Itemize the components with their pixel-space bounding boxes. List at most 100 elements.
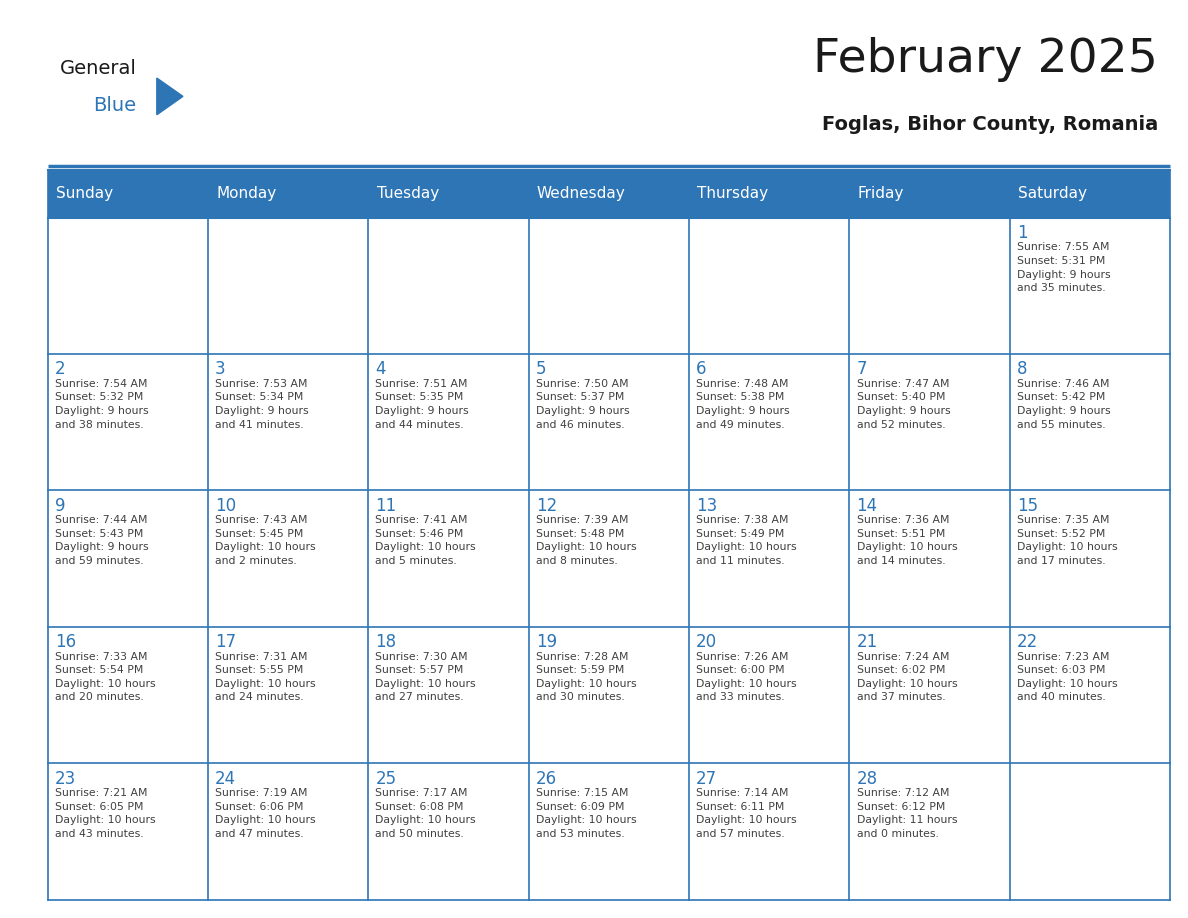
FancyBboxPatch shape	[368, 218, 529, 354]
FancyBboxPatch shape	[849, 170, 1010, 218]
Text: 8: 8	[1017, 361, 1028, 378]
Text: 13: 13	[696, 497, 718, 515]
Text: Wednesday: Wednesday	[537, 186, 626, 201]
Text: Sunrise: 7:30 AM
Sunset: 5:57 PM
Daylight: 10 hours
and 27 minutes.: Sunrise: 7:30 AM Sunset: 5:57 PM Dayligh…	[375, 652, 476, 702]
Text: Sunrise: 7:21 AM
Sunset: 6:05 PM
Daylight: 10 hours
and 43 minutes.: Sunrise: 7:21 AM Sunset: 6:05 PM Dayligh…	[55, 788, 156, 839]
FancyBboxPatch shape	[689, 218, 849, 354]
Text: Monday: Monday	[216, 186, 277, 201]
FancyBboxPatch shape	[208, 627, 368, 763]
Text: 6: 6	[696, 361, 707, 378]
Text: Sunrise: 7:24 AM
Sunset: 6:02 PM
Daylight: 10 hours
and 37 minutes.: Sunrise: 7:24 AM Sunset: 6:02 PM Dayligh…	[857, 652, 958, 702]
Text: Tuesday: Tuesday	[377, 186, 438, 201]
FancyBboxPatch shape	[48, 170, 208, 218]
FancyBboxPatch shape	[529, 354, 689, 490]
Text: Saturday: Saturday	[1018, 186, 1087, 201]
Text: Sunrise: 7:33 AM
Sunset: 5:54 PM
Daylight: 10 hours
and 20 minutes.: Sunrise: 7:33 AM Sunset: 5:54 PM Dayligh…	[55, 652, 156, 702]
Text: 17: 17	[215, 633, 236, 651]
FancyBboxPatch shape	[689, 354, 849, 490]
FancyBboxPatch shape	[529, 490, 689, 627]
FancyBboxPatch shape	[529, 627, 689, 763]
Text: 7: 7	[857, 361, 867, 378]
Text: Friday: Friday	[858, 186, 904, 201]
FancyBboxPatch shape	[1010, 763, 1170, 900]
Text: Sunrise: 7:43 AM
Sunset: 5:45 PM
Daylight: 10 hours
and 2 minutes.: Sunrise: 7:43 AM Sunset: 5:45 PM Dayligh…	[215, 515, 316, 566]
Text: 28: 28	[857, 769, 878, 788]
Text: 16: 16	[55, 633, 76, 651]
Text: 24: 24	[215, 769, 236, 788]
Text: 19: 19	[536, 633, 557, 651]
FancyBboxPatch shape	[689, 170, 849, 218]
FancyBboxPatch shape	[849, 763, 1010, 900]
Text: Sunrise: 7:36 AM
Sunset: 5:51 PM
Daylight: 10 hours
and 14 minutes.: Sunrise: 7:36 AM Sunset: 5:51 PM Dayligh…	[857, 515, 958, 566]
FancyBboxPatch shape	[849, 354, 1010, 490]
Text: Sunrise: 7:55 AM
Sunset: 5:31 PM
Daylight: 9 hours
and 35 minutes.: Sunrise: 7:55 AM Sunset: 5:31 PM Dayligh…	[1017, 242, 1111, 293]
Text: 10: 10	[215, 497, 236, 515]
FancyBboxPatch shape	[208, 218, 368, 354]
Text: Sunrise: 7:28 AM
Sunset: 5:59 PM
Daylight: 10 hours
and 30 minutes.: Sunrise: 7:28 AM Sunset: 5:59 PM Dayligh…	[536, 652, 637, 702]
Text: 23: 23	[55, 769, 76, 788]
FancyBboxPatch shape	[48, 490, 208, 627]
Text: Sunrise: 7:15 AM
Sunset: 6:09 PM
Daylight: 10 hours
and 53 minutes.: Sunrise: 7:15 AM Sunset: 6:09 PM Dayligh…	[536, 788, 637, 839]
FancyBboxPatch shape	[849, 218, 1010, 354]
FancyBboxPatch shape	[208, 354, 368, 490]
FancyBboxPatch shape	[1010, 218, 1170, 354]
FancyBboxPatch shape	[1010, 354, 1170, 490]
Text: Sunrise: 7:47 AM
Sunset: 5:40 PM
Daylight: 9 hours
and 52 minutes.: Sunrise: 7:47 AM Sunset: 5:40 PM Dayligh…	[857, 379, 950, 430]
Text: Sunrise: 7:48 AM
Sunset: 5:38 PM
Daylight: 9 hours
and 49 minutes.: Sunrise: 7:48 AM Sunset: 5:38 PM Dayligh…	[696, 379, 790, 430]
Text: Sunrise: 7:14 AM
Sunset: 6:11 PM
Daylight: 10 hours
and 57 minutes.: Sunrise: 7:14 AM Sunset: 6:11 PM Dayligh…	[696, 788, 797, 839]
Text: 25: 25	[375, 769, 397, 788]
FancyBboxPatch shape	[1010, 490, 1170, 627]
Text: Blue: Blue	[93, 95, 135, 115]
Text: Sunrise: 7:39 AM
Sunset: 5:48 PM
Daylight: 10 hours
and 8 minutes.: Sunrise: 7:39 AM Sunset: 5:48 PM Dayligh…	[536, 515, 637, 566]
Text: 20: 20	[696, 633, 718, 651]
Text: Thursday: Thursday	[697, 186, 769, 201]
FancyBboxPatch shape	[48, 763, 208, 900]
Text: Sunrise: 7:12 AM
Sunset: 6:12 PM
Daylight: 11 hours
and 0 minutes.: Sunrise: 7:12 AM Sunset: 6:12 PM Dayligh…	[857, 788, 958, 839]
Text: Sunrise: 7:19 AM
Sunset: 6:06 PM
Daylight: 10 hours
and 47 minutes.: Sunrise: 7:19 AM Sunset: 6:06 PM Dayligh…	[215, 788, 316, 839]
Text: 3: 3	[215, 361, 226, 378]
Text: 18: 18	[375, 633, 397, 651]
FancyBboxPatch shape	[529, 170, 689, 218]
FancyBboxPatch shape	[368, 490, 529, 627]
Text: Sunrise: 7:17 AM
Sunset: 6:08 PM
Daylight: 10 hours
and 50 minutes.: Sunrise: 7:17 AM Sunset: 6:08 PM Dayligh…	[375, 788, 476, 839]
FancyBboxPatch shape	[368, 170, 529, 218]
FancyBboxPatch shape	[529, 763, 689, 900]
Text: Sunrise: 7:44 AM
Sunset: 5:43 PM
Daylight: 9 hours
and 59 minutes.: Sunrise: 7:44 AM Sunset: 5:43 PM Dayligh…	[55, 515, 148, 566]
Text: 9: 9	[55, 497, 65, 515]
Text: 1: 1	[1017, 224, 1028, 242]
Text: Sunrise: 7:31 AM
Sunset: 5:55 PM
Daylight: 10 hours
and 24 minutes.: Sunrise: 7:31 AM Sunset: 5:55 PM Dayligh…	[215, 652, 316, 702]
FancyBboxPatch shape	[689, 490, 849, 627]
Text: 5: 5	[536, 361, 546, 378]
FancyBboxPatch shape	[689, 763, 849, 900]
Text: 2: 2	[55, 361, 65, 378]
Polygon shape	[157, 78, 183, 115]
FancyBboxPatch shape	[1010, 627, 1170, 763]
Text: 15: 15	[1017, 497, 1038, 515]
Text: Sunrise: 7:54 AM
Sunset: 5:32 PM
Daylight: 9 hours
and 38 minutes.: Sunrise: 7:54 AM Sunset: 5:32 PM Dayligh…	[55, 379, 148, 430]
FancyBboxPatch shape	[48, 354, 208, 490]
FancyBboxPatch shape	[849, 627, 1010, 763]
FancyBboxPatch shape	[208, 490, 368, 627]
FancyBboxPatch shape	[48, 218, 208, 354]
FancyBboxPatch shape	[529, 218, 689, 354]
Text: 22: 22	[1017, 633, 1038, 651]
Text: Foglas, Bihor County, Romania: Foglas, Bihor County, Romania	[822, 115, 1158, 134]
FancyBboxPatch shape	[208, 170, 368, 218]
Text: 26: 26	[536, 769, 557, 788]
Text: Sunrise: 7:50 AM
Sunset: 5:37 PM
Daylight: 9 hours
and 46 minutes.: Sunrise: 7:50 AM Sunset: 5:37 PM Dayligh…	[536, 379, 630, 430]
Text: Sunrise: 7:41 AM
Sunset: 5:46 PM
Daylight: 10 hours
and 5 minutes.: Sunrise: 7:41 AM Sunset: 5:46 PM Dayligh…	[375, 515, 476, 566]
Text: Sunrise: 7:38 AM
Sunset: 5:49 PM
Daylight: 10 hours
and 11 minutes.: Sunrise: 7:38 AM Sunset: 5:49 PM Dayligh…	[696, 515, 797, 566]
FancyBboxPatch shape	[849, 490, 1010, 627]
FancyBboxPatch shape	[368, 354, 529, 490]
Text: Sunrise: 7:51 AM
Sunset: 5:35 PM
Daylight: 9 hours
and 44 minutes.: Sunrise: 7:51 AM Sunset: 5:35 PM Dayligh…	[375, 379, 469, 430]
FancyBboxPatch shape	[368, 627, 529, 763]
FancyBboxPatch shape	[1010, 170, 1170, 218]
Text: Sunrise: 7:46 AM
Sunset: 5:42 PM
Daylight: 9 hours
and 55 minutes.: Sunrise: 7:46 AM Sunset: 5:42 PM Dayligh…	[1017, 379, 1111, 430]
Text: General: General	[59, 59, 137, 78]
Text: 21: 21	[857, 633, 878, 651]
Text: 27: 27	[696, 769, 718, 788]
Text: February 2025: February 2025	[814, 37, 1158, 82]
Text: Sunrise: 7:35 AM
Sunset: 5:52 PM
Daylight: 10 hours
and 17 minutes.: Sunrise: 7:35 AM Sunset: 5:52 PM Dayligh…	[1017, 515, 1118, 566]
FancyBboxPatch shape	[48, 627, 208, 763]
Text: 4: 4	[375, 361, 386, 378]
